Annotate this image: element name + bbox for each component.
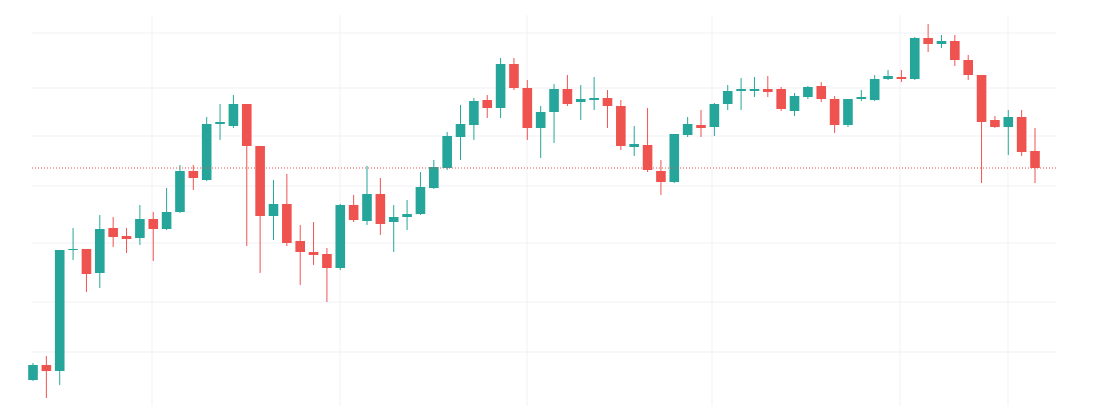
- candle-body: [909, 38, 920, 79]
- candle-body: [575, 99, 586, 102]
- candle-body: [976, 75, 987, 122]
- candle-body: [148, 219, 159, 229]
- candle-body: [1003, 117, 1014, 127]
- candle-body: [255, 146, 265, 216]
- candle-body: [856, 97, 867, 99]
- candle-body: [562, 89, 573, 104]
- candle-body: [348, 205, 359, 220]
- candle-body: [241, 104, 252, 146]
- candle-body: [749, 89, 760, 91]
- candle-body: [682, 124, 693, 135]
- candle-body: [642, 145, 653, 170]
- candle-body: [228, 104, 239, 126]
- candle-body: [549, 89, 559, 112]
- candle-body: [736, 89, 746, 91]
- candle-body: [322, 254, 332, 268]
- candle-body: [1030, 151, 1040, 168]
- candle-body: [388, 217, 399, 222]
- candle-body: [108, 228, 118, 237]
- candle-body: [883, 76, 893, 79]
- candle-body: [362, 194, 372, 221]
- candle-body: [602, 98, 613, 106]
- candle-body: [68, 249, 78, 250]
- candle-body: [41, 365, 52, 371]
- candle-body: [94, 229, 105, 273]
- candle-body: [843, 99, 853, 125]
- candle-body: [282, 204, 292, 243]
- candle-body: [121, 236, 132, 239]
- candle-body: [509, 64, 519, 88]
- candle-body: [54, 250, 65, 371]
- candle-body: [495, 64, 506, 108]
- candle-body: [709, 104, 720, 127]
- candle-body: [469, 101, 479, 125]
- candle-body: [816, 86, 827, 99]
- candle-body: [201, 124, 212, 180]
- candle-body: [295, 241, 306, 252]
- candle-body: [428, 167, 439, 188]
- candle-body: [963, 60, 974, 75]
- candle-body: [656, 171, 666, 182]
- candle-body: [696, 125, 706, 128]
- candle-body: [936, 41, 947, 44]
- candle-body: [81, 249, 92, 274]
- candle-body: [762, 89, 773, 92]
- candle-body: [308, 252, 319, 255]
- candle-body: [722, 91, 733, 104]
- candle-body: [135, 219, 145, 238]
- candle-body: [803, 87, 813, 97]
- candle-body: [616, 106, 626, 146]
- candle-body: [950, 41, 960, 60]
- candle-body: [923, 38, 933, 44]
- candle-body: [535, 112, 546, 128]
- candle-body: [522, 88, 533, 128]
- candle-body: [482, 100, 493, 108]
- candle-body: [829, 99, 840, 125]
- candle-body: [629, 144, 640, 147]
- candle-body: [869, 79, 880, 100]
- candle-body: [402, 214, 412, 217]
- candle-body: [455, 124, 466, 137]
- candle-body: [215, 122, 225, 124]
- candle-body: [442, 136, 452, 168]
- candle-body: [161, 212, 172, 229]
- candle-body: [990, 120, 1000, 127]
- candle-body: [28, 365, 38, 380]
- candle-body: [415, 187, 426, 214]
- candle-body: [268, 204, 279, 216]
- candle-body: [589, 98, 599, 100]
- candle-body: [776, 89, 786, 109]
- candle-body: [335, 205, 346, 268]
- candle-body: [669, 134, 680, 182]
- candle-body: [375, 194, 386, 224]
- candle-body: [188, 171, 199, 178]
- time-grid: [151, 15, 1009, 406]
- candle-body: [789, 96, 800, 111]
- candle-body: [1016, 117, 1027, 152]
- candle-body: [896, 77, 907, 79]
- candle-body: [175, 171, 185, 212]
